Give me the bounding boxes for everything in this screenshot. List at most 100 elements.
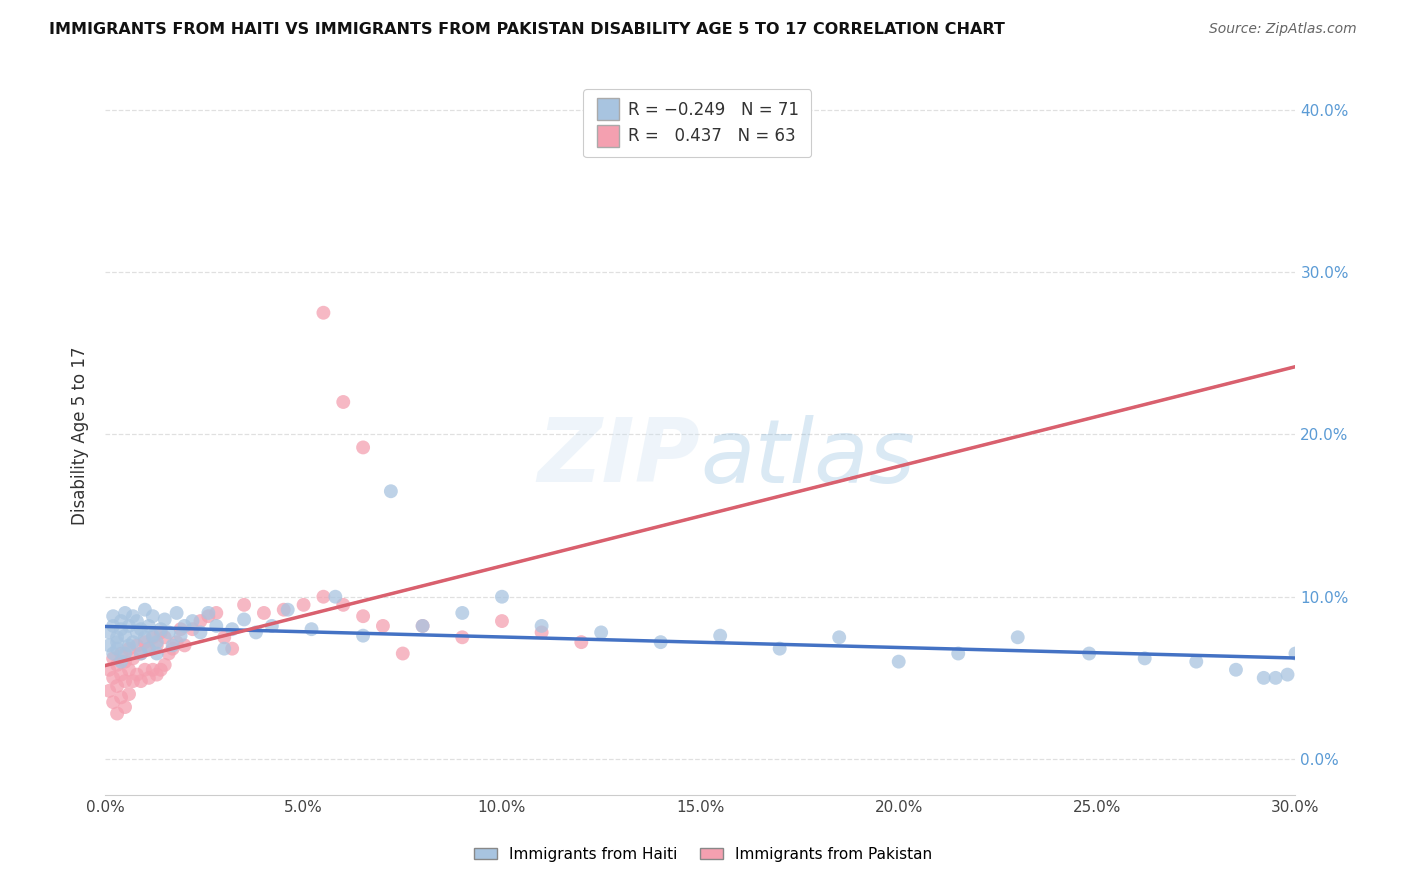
- Point: [212, 630, 235, 644]
- Point: [118, 639, 141, 653]
- Point: [138, 641, 160, 656]
- Point: [101, 671, 124, 685]
- Legend: R = −0.249   N = 71, R =   0.437   N = 63: R = −0.249 N = 71, R = 0.437 N = 63: [583, 89, 811, 157]
- Point: [169, 629, 191, 643]
- Point: [169, 622, 191, 636]
- Point: [253, 606, 276, 620]
- Point: [260, 619, 283, 633]
- Point: [101, 647, 124, 661]
- Point: [1253, 671, 1275, 685]
- Point: [1225, 663, 1247, 677]
- Point: [1277, 667, 1299, 681]
- Point: [134, 663, 156, 677]
- Point: [221, 622, 243, 636]
- Point: [105, 630, 128, 644]
- Point: [173, 619, 195, 633]
- Text: Source: ZipAtlas.com: Source: ZipAtlas.com: [1209, 22, 1357, 37]
- Point: [125, 639, 148, 653]
- Point: [146, 635, 169, 649]
- Point: [142, 609, 165, 624]
- Point: [110, 647, 132, 661]
- Point: [1284, 647, 1306, 661]
- Point: [332, 598, 354, 612]
- Point: [146, 639, 169, 653]
- Point: [105, 706, 128, 721]
- Point: [412, 619, 434, 633]
- Point: [190, 614, 212, 628]
- Point: [105, 679, 128, 693]
- Point: [769, 641, 792, 656]
- Point: [125, 667, 148, 681]
- Point: [153, 630, 176, 644]
- Point: [273, 603, 295, 617]
- Point: [205, 619, 228, 633]
- Point: [129, 647, 152, 661]
- Point: [332, 395, 354, 409]
- Point: [110, 667, 132, 681]
- Point: [129, 674, 152, 689]
- Point: [391, 647, 413, 661]
- Point: [134, 630, 156, 644]
- Point: [142, 630, 165, 644]
- Point: [162, 639, 184, 653]
- Point: [166, 635, 188, 649]
- Point: [149, 622, 172, 636]
- Point: [122, 609, 145, 624]
- Legend: Immigrants from Haiti, Immigrants from Pakistan: Immigrants from Haiti, Immigrants from P…: [468, 841, 938, 868]
- Point: [166, 606, 188, 620]
- Point: [114, 606, 136, 620]
- Point: [114, 647, 136, 661]
- Point: [1133, 651, 1156, 665]
- Point: [233, 612, 256, 626]
- Point: [887, 655, 910, 669]
- Point: [114, 655, 136, 669]
- Point: [312, 306, 335, 320]
- Point: [292, 598, 315, 612]
- Point: [1185, 655, 1208, 669]
- Point: [149, 663, 172, 677]
- Point: [122, 651, 145, 665]
- Point: [197, 606, 219, 620]
- Point: [1078, 647, 1101, 661]
- Point: [530, 619, 553, 633]
- Point: [221, 641, 243, 656]
- Point: [138, 619, 160, 633]
- Point: [650, 635, 672, 649]
- Point: [98, 683, 121, 698]
- Point: [190, 625, 212, 640]
- Point: [828, 630, 851, 644]
- Point: [101, 695, 124, 709]
- Point: [118, 687, 141, 701]
- Point: [312, 590, 335, 604]
- Point: [125, 625, 148, 640]
- Point: [101, 619, 124, 633]
- Point: [205, 606, 228, 620]
- Point: [105, 657, 128, 672]
- Text: IMMIGRANTS FROM HAITI VS IMMIGRANTS FROM PAKISTAN DISABILITY AGE 5 TO 17 CORRELA: IMMIGRANTS FROM HAITI VS IMMIGRANTS FROM…: [49, 22, 1005, 37]
- Text: atlas: atlas: [700, 415, 915, 500]
- Point: [118, 619, 141, 633]
- Point: [569, 635, 592, 649]
- Point: [101, 609, 124, 624]
- Point: [181, 622, 204, 636]
- Point: [118, 641, 141, 656]
- Point: [110, 690, 132, 705]
- Point: [157, 625, 180, 640]
- Point: [122, 635, 145, 649]
- Point: [352, 629, 374, 643]
- Point: [153, 612, 176, 626]
- Point: [301, 622, 323, 636]
- Point: [412, 619, 434, 633]
- Point: [197, 609, 219, 624]
- Point: [1007, 630, 1029, 644]
- Point: [212, 641, 235, 656]
- Point: [134, 603, 156, 617]
- Point: [451, 630, 474, 644]
- Point: [380, 484, 402, 499]
- Point: [491, 590, 513, 604]
- Y-axis label: Disability Age 5 to 17: Disability Age 5 to 17: [72, 347, 89, 525]
- Point: [352, 609, 374, 624]
- Point: [105, 641, 128, 656]
- Point: [98, 625, 121, 640]
- Point: [157, 647, 180, 661]
